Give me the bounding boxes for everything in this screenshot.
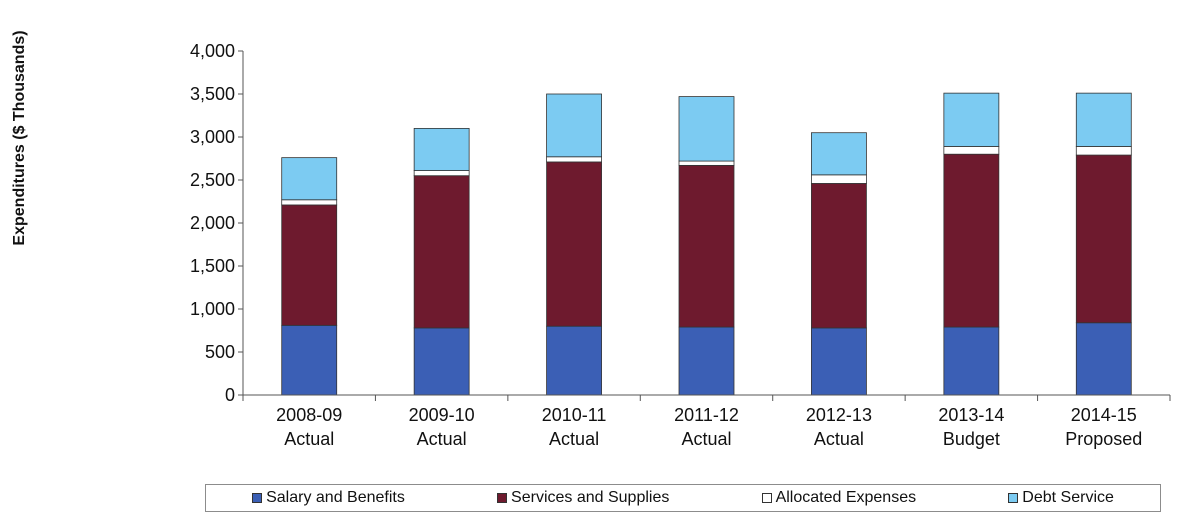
bar-segment-salary-and-benefits xyxy=(678,326,735,396)
y-tick-label: 2,000 xyxy=(190,213,235,233)
chart-legend: Salary and Benefits Services and Supplies… xyxy=(205,484,1161,512)
bar-segment-debt-service xyxy=(413,127,470,171)
bar-segment-debt-service xyxy=(1075,92,1132,147)
bar-segment-allocated-expenses xyxy=(943,146,1000,155)
bar-segment-allocated-expenses xyxy=(1075,146,1132,156)
bar-segment-debt-service xyxy=(678,96,735,162)
bar-segment-debt-service xyxy=(281,157,338,201)
legend-item: Debt Service xyxy=(1008,489,1114,507)
bar-segment-services-and-supplies xyxy=(811,183,867,329)
bar-segment-allocated-expenses xyxy=(413,170,470,177)
x-tick-label-period: 2012-13 xyxy=(806,405,872,425)
x-tick-label-status: Actual xyxy=(814,429,864,449)
y-tick-label: 4,000 xyxy=(190,41,235,61)
y-tick-label: 1,000 xyxy=(190,299,235,319)
bar-segment-salary-and-benefits xyxy=(811,327,867,396)
bar-segment-allocated-expenses xyxy=(678,160,735,166)
bar-segment-debt-service xyxy=(546,93,602,158)
legend-swatch xyxy=(497,493,508,503)
bar-segment-allocated-expenses xyxy=(811,174,867,184)
bar-segment-allocated-expenses xyxy=(546,156,602,163)
expenditures-chart: Expenditures ($ Thousands) 0 500 1,000 1,50… xyxy=(11,30,1171,449)
x-tick-label-period: 2008-09 xyxy=(276,405,342,425)
x-tick-label-period: 2010-11 xyxy=(542,405,607,425)
bar-segment-services-and-supplies xyxy=(1075,154,1132,324)
legend-swatch xyxy=(1008,493,1019,503)
x-tick-label-period: 2011-12 xyxy=(674,405,739,425)
x-tick-label-period: 2013-14 xyxy=(938,405,1004,425)
x-tick-label-status: Actual xyxy=(417,429,467,449)
legend-item: Salary and Benefits xyxy=(252,489,405,507)
bar-segment-salary-and-benefits xyxy=(546,325,602,396)
y-tick-label: 3,500 xyxy=(190,84,235,104)
x-tick-label-status: Actual xyxy=(549,429,599,449)
legend-label: Salary and Benefits xyxy=(266,489,405,506)
x-tick-label-status: Actual xyxy=(284,429,334,449)
x-tick-label-period: 2009-10 xyxy=(409,405,475,425)
bar-segment-debt-service xyxy=(943,92,1000,147)
bars-group xyxy=(281,92,1132,396)
bar-segment-services-and-supplies xyxy=(546,161,602,327)
bar-segment-services-and-supplies xyxy=(678,164,735,328)
x-tick-label-status: Budget xyxy=(943,429,1000,449)
y-tick-label: 3,000 xyxy=(190,127,235,147)
bar-segment-salary-and-benefits xyxy=(1075,322,1132,396)
legend-swatch xyxy=(252,493,263,503)
legend-item: Allocated Expenses xyxy=(761,489,917,507)
legend-label: Debt Service xyxy=(1022,489,1114,506)
x-tick-label-period: 2014-15 xyxy=(1071,405,1137,425)
y-tick-label: 0 xyxy=(225,385,235,405)
bar-segment-services-and-supplies xyxy=(281,204,338,326)
legend-label: Services and Supplies xyxy=(511,489,670,506)
y-tick-label: 500 xyxy=(205,342,235,362)
legend-item: Services and Supplies xyxy=(497,489,669,507)
legend-label: Allocated Expenses xyxy=(775,489,917,506)
axes-group: 0 500 1,000 1,500 2,000 2,500 3,000 3,500 4,000 2… xyxy=(190,41,1171,449)
bar-segment-debt-service xyxy=(811,132,867,176)
bar-segment-salary-and-benefits xyxy=(281,324,338,396)
legend-swatch xyxy=(761,493,772,503)
bar-segment-services-and-supplies xyxy=(413,175,470,329)
y-axis-label: Expenditures ($ Thousands) xyxy=(11,30,28,245)
x-tick-label-status: Actual xyxy=(681,429,731,449)
bar-segment-allocated-expenses xyxy=(281,199,338,206)
bar-segment-services-and-supplies xyxy=(943,153,1000,328)
bar-segment-salary-and-benefits xyxy=(413,327,470,396)
bar-segment-salary-and-benefits xyxy=(943,326,1000,396)
x-tick-label-status: Proposed xyxy=(1065,429,1142,449)
y-tick-label: 2,500 xyxy=(190,170,235,190)
y-tick-label: 1,500 xyxy=(190,256,235,276)
